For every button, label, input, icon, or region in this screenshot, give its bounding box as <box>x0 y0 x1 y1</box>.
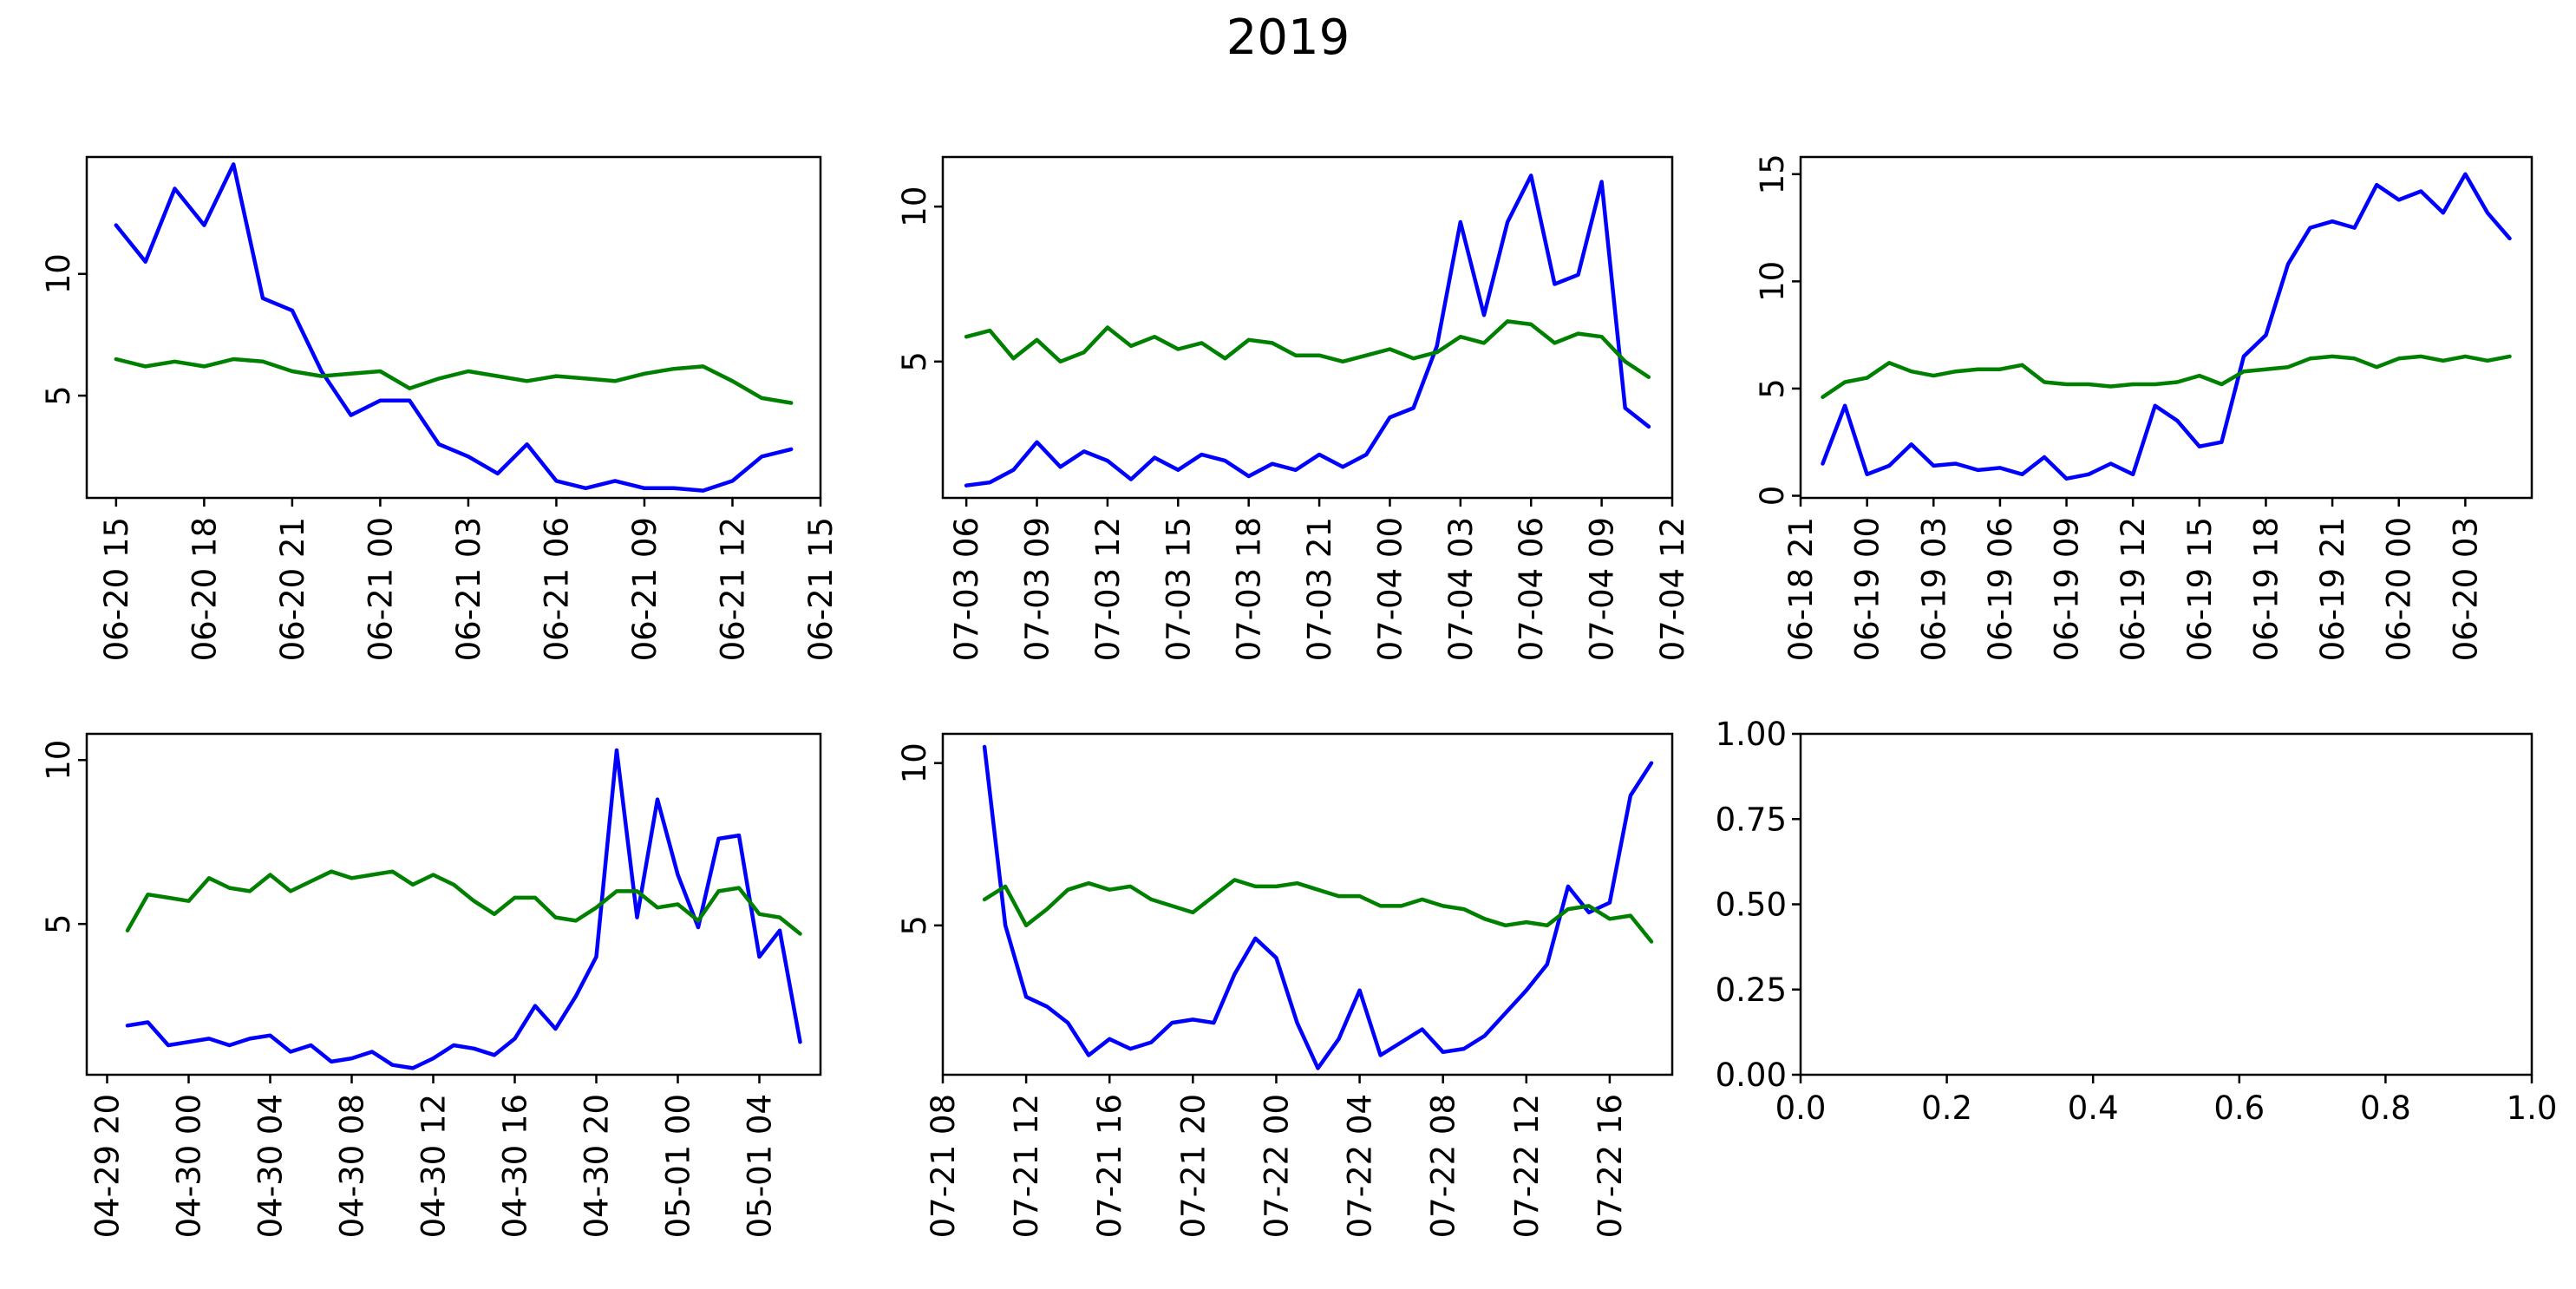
xtick-label: 06-19 15 <box>2181 517 2219 661</box>
ytick-label: 1.00 <box>1716 716 1787 753</box>
subplot-6: 0.00 0.25 0.50 0.75 1.00 0.0 0.2 0.4 0.6 0.8 1.0 <box>1716 716 2558 1127</box>
series-line-2-1 <box>964 173 1651 487</box>
ytick-label: 15 <box>1754 154 1791 194</box>
xtick-label: 06-21 12 <box>714 517 751 661</box>
xtick-label: 07-22 16 <box>1592 1094 1629 1238</box>
xtick-label: 06-19 00 <box>1849 517 1886 661</box>
xtick-label: 07-03 15 <box>1160 517 1197 661</box>
axes-frame-4 <box>85 732 822 1076</box>
xtick-label: 07-22 08 <box>1425 1094 1462 1238</box>
xtick-label: 06-21 09 <box>626 517 664 661</box>
xtick-label: 07-22 00 <box>1258 1094 1295 1238</box>
xtick-label: 06-21 03 <box>450 517 487 661</box>
xtick-label: 06-20 00 <box>2381 517 2418 661</box>
subplot-2: 5 10 07-03 06 07-03 09 07-03 12 07-03 15 07-03… <box>896 155 1691 661</box>
ytick-label: 5 <box>40 385 77 406</box>
axes-frame-3 <box>1799 155 2534 500</box>
series-line-4-2 <box>125 869 802 936</box>
xtick-label: 06-19 18 <box>2247 517 2285 661</box>
xtick-label: 04-30 08 <box>334 1094 371 1238</box>
xtick-label: 07-04 06 <box>1513 517 1550 661</box>
xtick-label: 0.6 <box>2213 1089 2265 1127</box>
ytick-label: 10 <box>896 186 933 227</box>
xtick-label: 07-21 20 <box>1174 1094 1212 1238</box>
axes-frame-2 <box>941 155 1674 500</box>
series-line-4-1 <box>125 748 802 1070</box>
ytick-label: 5 <box>40 913 77 934</box>
xtick-label: 1.0 <box>2507 1089 2558 1127</box>
axes-frame-1 <box>85 155 822 500</box>
xtick-label: 07-04 09 <box>1584 517 1621 661</box>
xtick-label: 0.2 <box>1921 1089 1972 1127</box>
xtick-label: 0.8 <box>2360 1089 2411 1127</box>
axes-frame-5 <box>941 732 1674 1076</box>
series-line-3-2 <box>1821 354 2512 400</box>
xtick-label: 07-03 09 <box>1019 517 1056 661</box>
ytick-label: 0.25 <box>1716 972 1787 1009</box>
xtick-label: 07-21 12 <box>1008 1094 1045 1238</box>
xtick-label: 04-30 00 <box>171 1094 208 1238</box>
xtick-label: 07-03 18 <box>1231 517 1268 661</box>
ytick-label: 10 <box>40 740 77 781</box>
ytick-label: 5 <box>896 915 933 936</box>
xtick-label: 06-19 12 <box>2115 517 2152 661</box>
series-line-5-1 <box>982 744 1654 1070</box>
series-line-5-2 <box>982 878 1654 944</box>
xtick-label: 07-22 04 <box>1342 1094 1379 1238</box>
xtick-label: 06-21 06 <box>538 517 575 661</box>
xtick-label: 07-03 12 <box>1089 517 1127 661</box>
subplot-3: 0 5 10 15 06-18 21 06-19 00 06-19 03 06-19 06 06… <box>1754 154 2534 661</box>
xtick-label: 06-19 09 <box>2049 517 2086 661</box>
xtick-label: 06-20 18 <box>186 517 223 661</box>
xtick-label: 07-03 06 <box>948 517 985 661</box>
xtick-label: 05-01 04 <box>742 1094 779 1238</box>
xtick-label: 05-01 00 <box>660 1094 697 1238</box>
xtick-label: 04-29 20 <box>89 1094 127 1238</box>
series-line-2-2 <box>964 319 1651 379</box>
xtick-label: 07-21 08 <box>925 1094 962 1238</box>
xtick-label: 04-30 16 <box>497 1094 534 1238</box>
xtick-label: 07-04 12 <box>1654 517 1691 661</box>
ytick-label: 10 <box>1754 261 1791 302</box>
xtick-label: 0.4 <box>2068 1089 2119 1127</box>
xtick-label: 06-21 15 <box>802 517 840 661</box>
xtick-label: 04-30 20 <box>579 1094 616 1238</box>
xtick-label: 04-30 12 <box>415 1094 453 1238</box>
ytick-label: 0.50 <box>1716 887 1787 924</box>
series-line-1-2 <box>114 357 794 405</box>
subplot-4: 5 10 04-29 20 04-30 00 04-30 04 04-30 08 04-30… <box>40 732 822 1238</box>
ytick-label: 5 <box>1754 378 1791 399</box>
xtick-label: 07-22 12 <box>1508 1094 1546 1238</box>
xtick-label: 07-21 16 <box>1091 1094 1128 1238</box>
xtick-label: 07-04 00 <box>1371 517 1409 661</box>
ytick-label: 0.75 <box>1716 801 1787 838</box>
ytick-label: 0 <box>1754 486 1791 507</box>
xtick-label: 07-04 03 <box>1442 517 1480 661</box>
xtick-label: 06-20 15 <box>98 517 135 661</box>
xtick-label: 0.0 <box>1775 1089 1827 1127</box>
xtick-label: 06-19 21 <box>2314 517 2351 661</box>
xtick-label: 06-19 06 <box>1982 517 2019 661</box>
series-line-3-1 <box>1821 172 2512 481</box>
ytick-label: 10 <box>896 743 933 783</box>
xtick-label: 06-20 03 <box>2447 517 2484 661</box>
xtick-label: 07-03 21 <box>1301 517 1338 661</box>
series-line-1-1 <box>114 162 794 493</box>
xtick-label: 06-20 21 <box>274 517 311 661</box>
xtick-label: 06-19 03 <box>1915 517 1952 661</box>
subplot-1: 5 10 06-20 15 06-20 18 06-20 21 06-21 00 06-21… <box>40 155 840 661</box>
xtick-label: 06-18 21 <box>1782 517 1820 661</box>
xtick-label: 04-30 04 <box>252 1094 290 1238</box>
figure-title: 2019 <box>1226 10 1350 66</box>
xtick-label: 06-21 00 <box>362 517 399 661</box>
subplot-5: 5 10 07-21 08 07-21 12 07-21 16 07-21 20 07-22… <box>896 732 1674 1238</box>
ytick-label: 10 <box>40 253 77 294</box>
ytick-label: 5 <box>896 351 933 372</box>
ytick-label: 0.00 <box>1716 1057 1787 1094</box>
